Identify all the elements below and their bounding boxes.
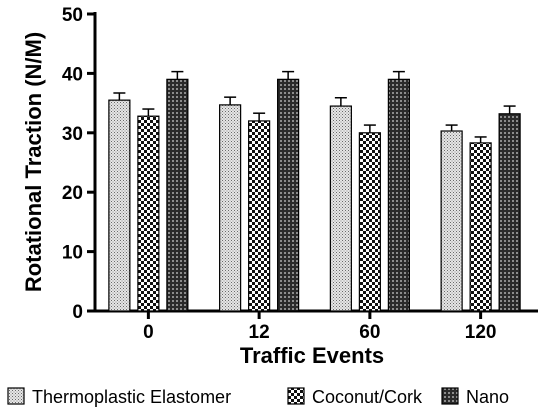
y-tick-label: 10 (62, 243, 83, 264)
bar (248, 120, 271, 312)
y-tick-label: 40 (62, 64, 83, 85)
bar (137, 115, 160, 312)
y-axis-title: Rotational Traction (N/M) (21, 32, 46, 292)
bar (277, 78, 300, 312)
legend-swatch (287, 387, 305, 405)
axes: Rotational Traction (N/M) Traffic Events (21, 32, 384, 368)
y-tick-label: 0 (72, 302, 83, 323)
legend: Thermoplastic Elastomer Coconut/Cork Nano (7, 387, 509, 407)
x-tick-label: 12 (249, 322, 270, 343)
bar (329, 105, 352, 312)
bar (440, 130, 463, 312)
y-tick-label: 50 (62, 5, 83, 26)
y-tick-label: 30 (62, 124, 83, 145)
bar (166, 78, 189, 312)
legend-swatch (441, 387, 459, 405)
bar (387, 78, 410, 312)
bar (498, 113, 521, 312)
bar (358, 132, 381, 312)
x-axis-title: Traffic Events (240, 343, 384, 368)
bar (108, 99, 131, 312)
bar (219, 104, 242, 312)
x-tick-label: 60 (359, 322, 380, 343)
x-tick-label: 0 (143, 322, 154, 343)
legend-label: Nano (466, 387, 509, 407)
bar (469, 142, 492, 312)
x-tick-label: 120 (465, 322, 497, 343)
legend-label: Thermoplastic Elastomer (32, 387, 231, 407)
plot-area: 0 10 20 30 40 50 0 12 60 120 (62, 5, 538, 343)
legend-swatch (7, 387, 25, 405)
y-tick-label: 20 (62, 183, 83, 204)
legend-label: Coconut/Cork (312, 387, 423, 407)
